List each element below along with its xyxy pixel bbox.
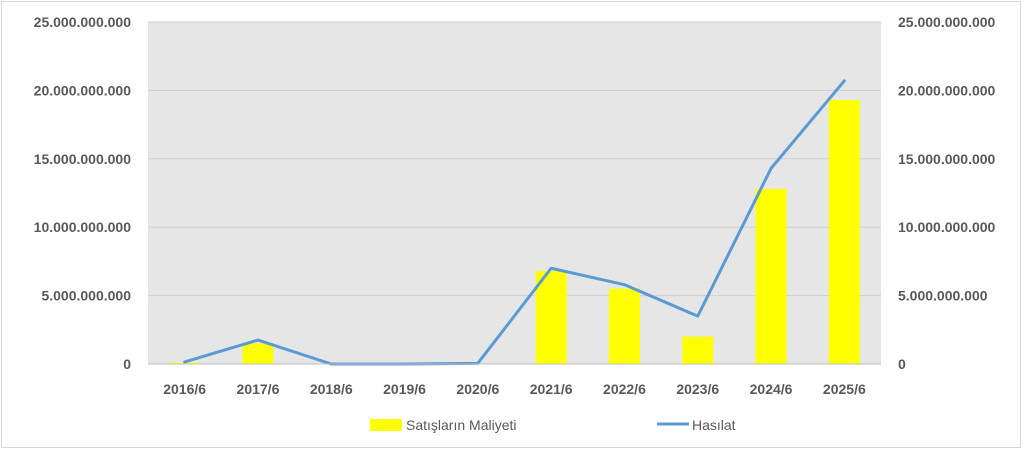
x-axis: 2016/6 2017/6 2018/6 2019/6 2020/6 2021/6 2022… — [148, 363, 881, 397]
y-right-tick-label: 20.000.000.000 — [898, 82, 996, 98]
y-left-tick-label: 20.000.000.000 — [34, 82, 132, 98]
y-right-tick-label: 10.000.000.000 — [898, 219, 996, 235]
y-left-tick-label: 5.000.000.000 — [41, 288, 131, 304]
legend-label-satislarin-maliyeti: Satışların Maliyeti — [406, 417, 516, 433]
bar-satislarin-maliyeti — [755, 188, 787, 364]
y-right-tick-label: 25.000.000.000 — [898, 14, 996, 30]
x-tick-label: 2024/6 — [750, 381, 793, 397]
x-tick-label: 2019/6 — [383, 381, 426, 397]
x-tick-label: 2020/6 — [456, 381, 499, 397]
x-tick-label: 2025/6 — [823, 381, 866, 397]
y-right-tick-label: 15.000.000.000 — [898, 151, 996, 167]
legend-label-hasilat: Hasılat — [692, 417, 736, 433]
y-left-tick-label: 0 — [123, 356, 131, 372]
y-right-tick-label: 5.000.000.000 — [898, 288, 988, 304]
x-tick-label: 2021/6 — [530, 381, 573, 397]
x-tick-label: 2016/6 — [163, 381, 206, 397]
y-left-tick-label: 10.000.000.000 — [34, 219, 132, 235]
legend: Satışların Maliyeti Hasılat — [370, 417, 736, 433]
bar-satislarin-maliyeti — [828, 99, 860, 364]
bar-satislarin-maliyeti — [535, 270, 567, 364]
line-hasilat — [183, 79, 846, 366]
bar-satislarin-maliyeti — [682, 336, 714, 364]
y-left-tick-label: 25.000.000.000 — [34, 14, 132, 30]
line-series-hasilat — [183, 79, 846, 366]
legend-swatch-satislarin-maliyeti — [370, 419, 402, 431]
x-tick-label: 2023/6 — [676, 381, 719, 397]
bar-satislarin-maliyeti — [242, 343, 274, 364]
y-left-tick-label: 15.000.000.000 — [34, 151, 132, 167]
y-right-tick-label: 0 — [898, 356, 906, 372]
x-tick-label: 2022/6 — [603, 381, 646, 397]
bar-series-satislarin-maliyeti — [169, 99, 860, 364]
y-axis-right: 0 5.000.000.000 10.000.000.000 15.000.000.0… — [898, 14, 996, 372]
bar-satislarin-maliyeti — [608, 288, 640, 364]
y-axis-left: 0 5.000.000.000 10.000.000.000 15.000.000.0… — [34, 14, 132, 372]
x-tick-label: 2017/6 — [237, 381, 280, 397]
x-tick-label: 2018/6 — [310, 381, 353, 397]
